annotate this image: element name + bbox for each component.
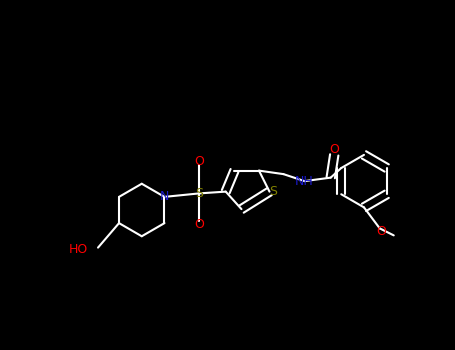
Text: S: S xyxy=(196,187,203,200)
Text: N: N xyxy=(160,190,169,203)
Text: O: O xyxy=(195,218,204,231)
Text: S: S xyxy=(269,185,277,198)
Text: HO: HO xyxy=(68,243,87,256)
Text: O: O xyxy=(329,143,339,156)
Text: O: O xyxy=(195,155,204,168)
Text: NH: NH xyxy=(295,175,314,188)
Text: O: O xyxy=(377,225,386,238)
